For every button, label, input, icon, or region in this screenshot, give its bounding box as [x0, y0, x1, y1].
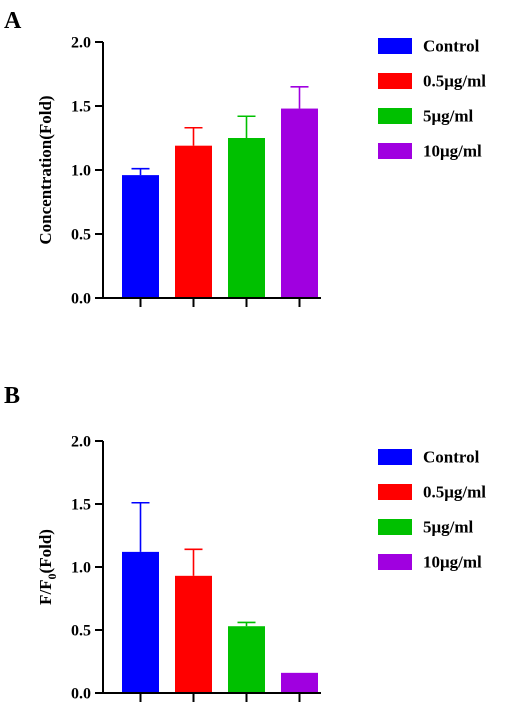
- y-tick-label: 2.0: [71, 434, 91, 451]
- panel-label-b: B: [4, 383, 20, 409]
- legend-swatch: [378, 554, 412, 570]
- y-tick-label: 1.0: [71, 163, 91, 180]
- y-tick-label: 1.5: [71, 497, 91, 514]
- y-axis-title-b-suffix: (Fold): [36, 529, 55, 573]
- legend-swatch: [378, 143, 412, 159]
- legend-label: 5μg/ml: [423, 107, 474, 126]
- y-tick-label: 1.0: [71, 560, 91, 577]
- legend-swatch: [378, 519, 412, 535]
- legend-label: 0.5μg/ml: [423, 72, 486, 91]
- bar-0-3: [281, 108, 318, 298]
- bar-0-2: [228, 138, 265, 298]
- bar-0-1: [175, 145, 212, 298]
- y-axis-title-b-main: F/F: [36, 579, 55, 605]
- plot-area-b: 0.0 0.5 1.0 1.5 2.0: [71, 434, 321, 703]
- panel-a: A 0.0 0.5 1.0 1.5 2.0 Concentration(Fold) Co…: [4, 8, 486, 308]
- legend-b: Control 0.5μg/ml 5μg/ml 10μg/ml: [378, 448, 486, 572]
- legend-label: Control: [423, 448, 480, 467]
- legend-label: 0.5μg/ml: [423, 483, 486, 502]
- legend-swatch: [378, 38, 412, 54]
- legend-swatch: [378, 108, 412, 124]
- legend-label: Control: [423, 37, 480, 56]
- y-axis-title-b: F/F0(Fold): [36, 529, 59, 605]
- y-tick-label: 0.5: [71, 227, 91, 244]
- y-tick-label: 0.0: [71, 291, 91, 308]
- legend-label: 5μg/ml: [423, 518, 474, 537]
- legend-swatch: [378, 449, 412, 465]
- y-tick-label: 0.0: [71, 686, 91, 703]
- legend-swatch: [378, 73, 412, 89]
- legend-a: Control 0.5μg/ml 5μg/ml 10μg/ml: [378, 37, 486, 161]
- legend-swatch: [378, 484, 412, 500]
- panel-label-a: A: [4, 8, 22, 34]
- y-axis-title-a: Concentration(Fold): [36, 95, 55, 244]
- y-tick-label: 0.5: [71, 623, 91, 640]
- bar-1-0: [122, 551, 159, 693]
- legend-label: 10μg/ml: [423, 553, 482, 572]
- plot-area-a: 0.0 0.5 1.0 1.5 2.0: [71, 35, 321, 308]
- y-tick-label: 1.5: [71, 99, 91, 116]
- bar-0-0: [122, 175, 159, 298]
- panel-b: B 0.0 0.5 1.0 1.5 2.0 F/F0(Fold) Control 0.5μ…: [4, 383, 486, 703]
- y-axis-title-b-subscript: 0: [45, 573, 59, 579]
- y-tick-label: 2.0: [71, 35, 91, 52]
- bar-1-3: [281, 672, 318, 693]
- legend-label: 10μg/ml: [423, 142, 482, 161]
- bar-1-2: [228, 626, 265, 693]
- bar-1-1: [175, 575, 212, 693]
